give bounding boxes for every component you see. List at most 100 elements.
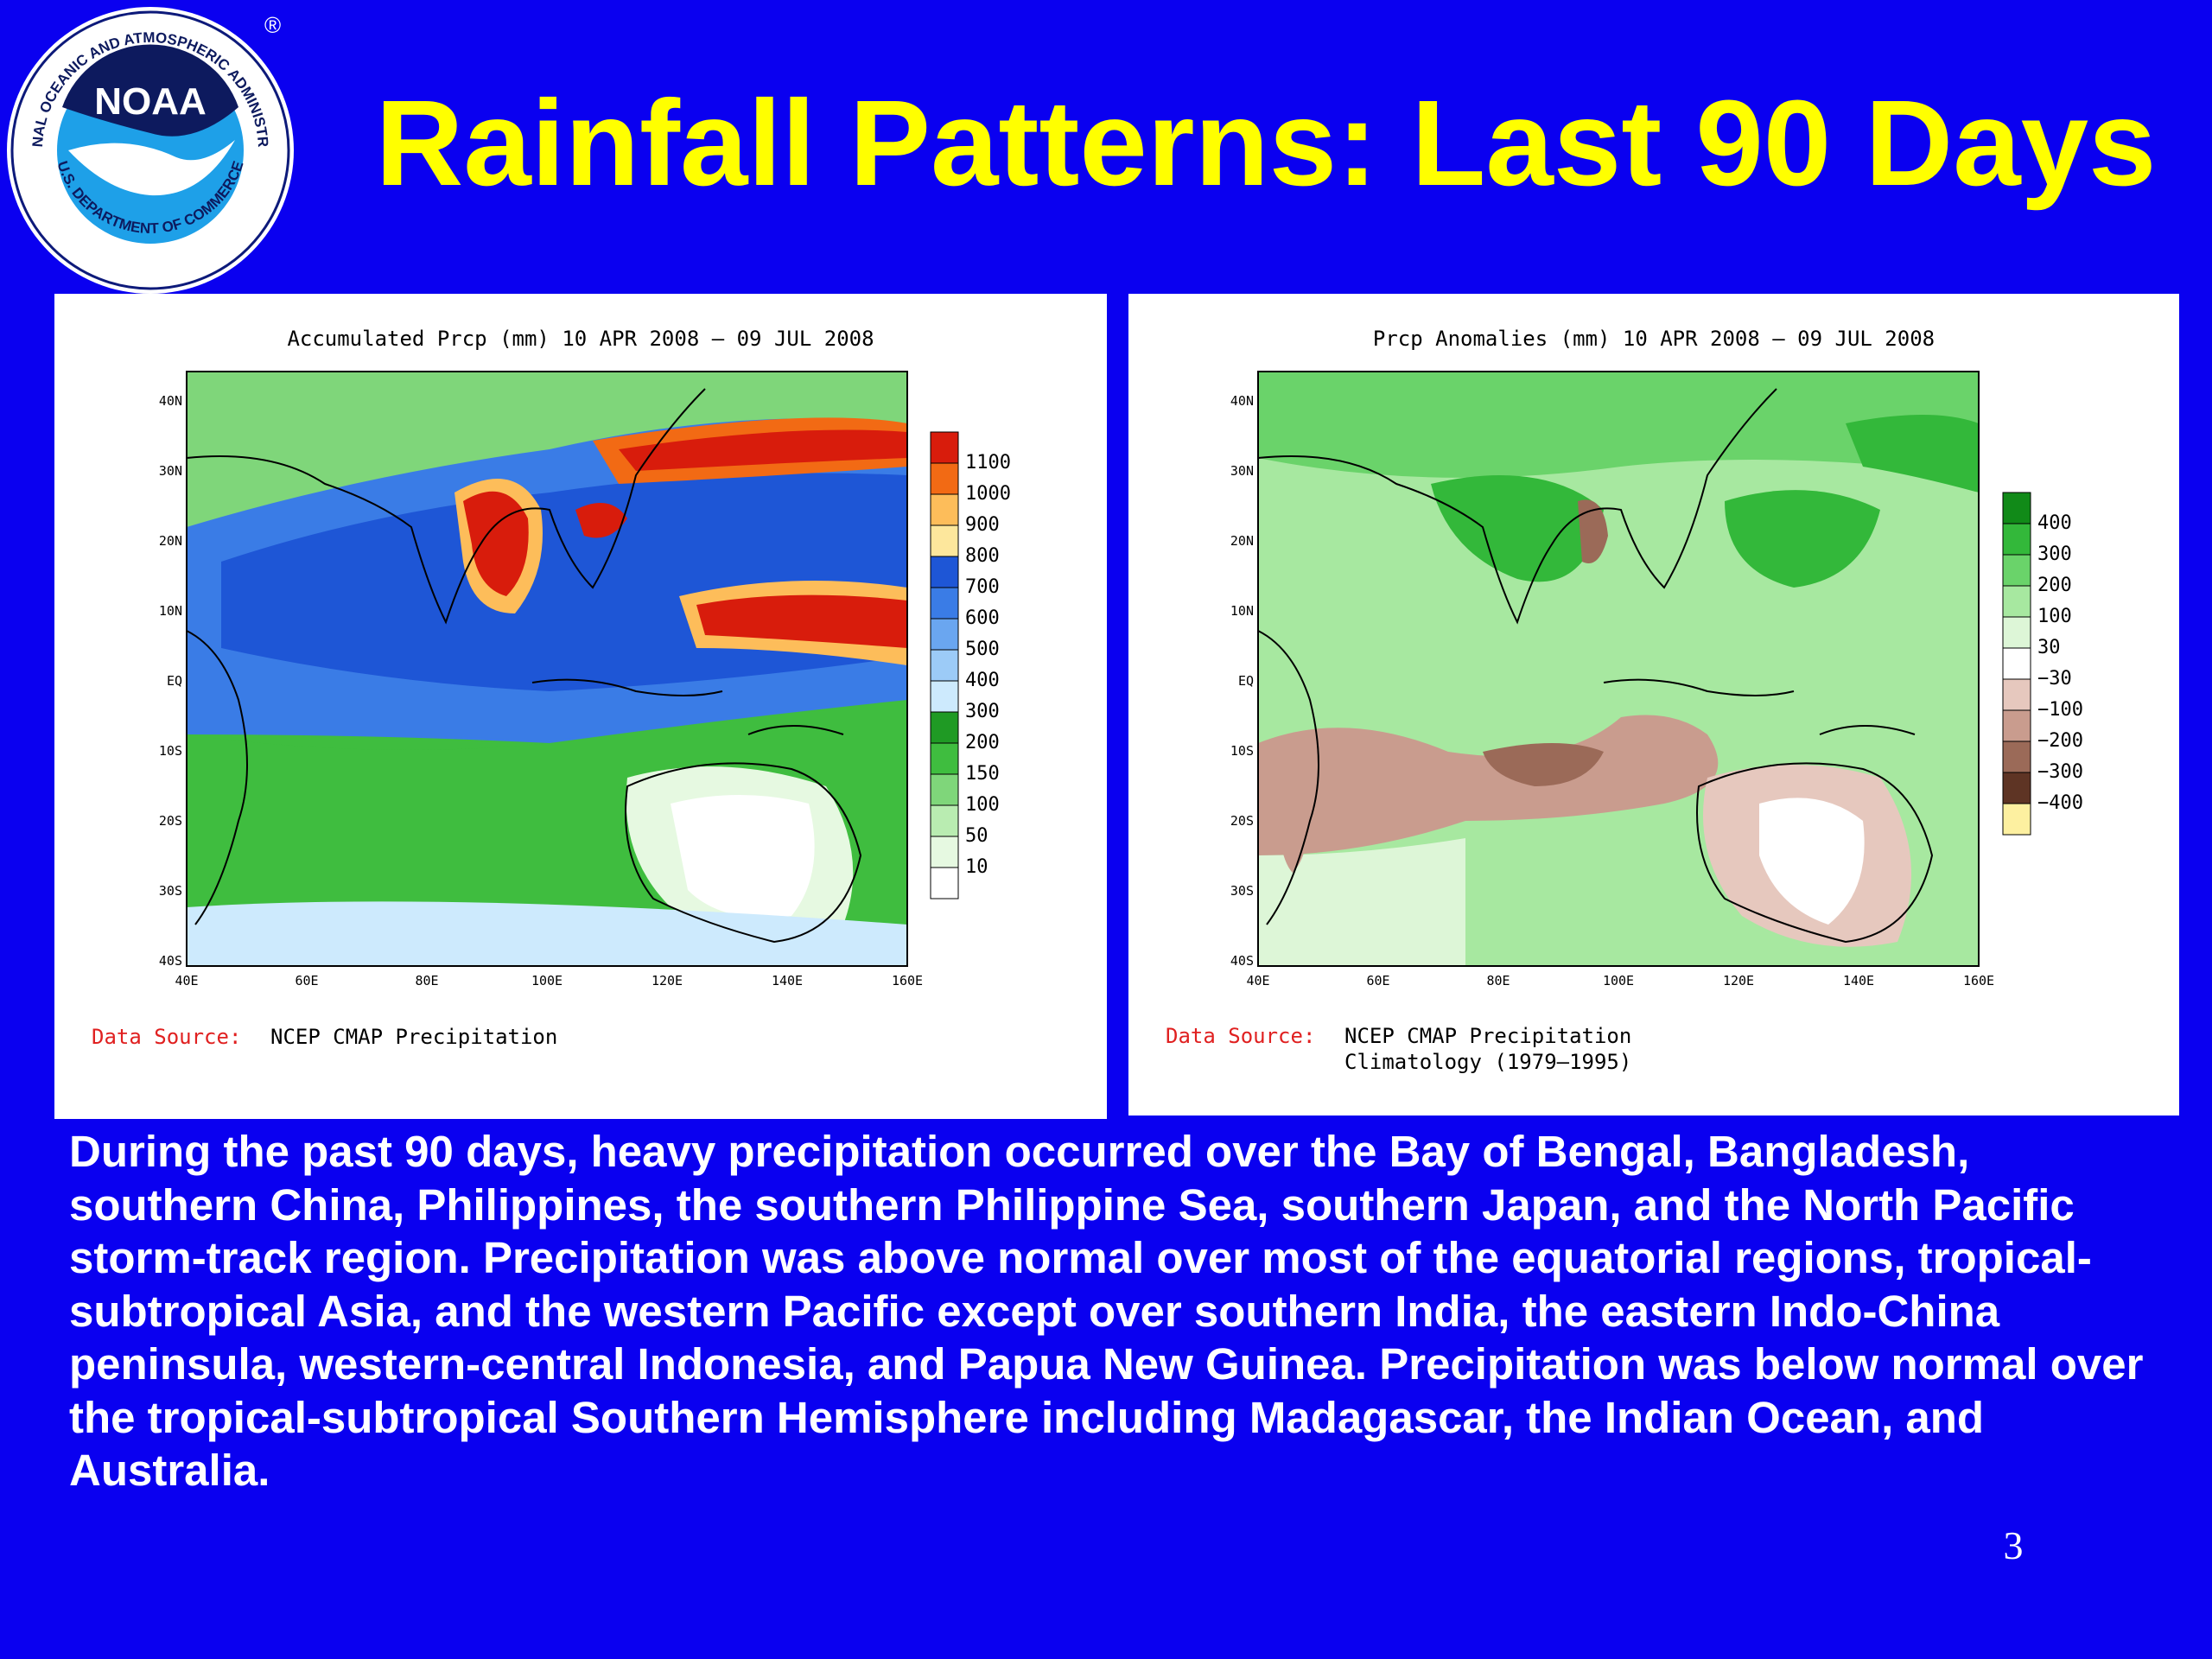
accumulated-precip-map: Accumulated Prcp (mm) 10 APR 2008 – 09 J… (92, 327, 1011, 1049)
legend-swatch (2002, 772, 2031, 804)
legend-swatch (930, 742, 959, 775)
legend-swatch (930, 773, 959, 806)
legend-swatch (2002, 741, 2031, 773)
map-area (186, 371, 908, 967)
lat-axis: 40N 30N 20N 10N EQ 10S 20S 30S 40S (159, 393, 182, 969)
lon-label: 40E (175, 973, 198, 988)
lat-label: 20S (1230, 813, 1254, 829)
lat-label: 40N (1230, 393, 1254, 409)
legend: 400 300 200 100 30 −30 −100 −200 −300 −400 (2002, 492, 2083, 836)
legend-label: −100 (2037, 699, 2083, 721)
coastlines (1257, 388, 1934, 944)
legend-swatch (2002, 523, 2031, 556)
legend-swatch (2002, 585, 2031, 618)
lat-label: 30S (159, 883, 182, 899)
lat-label: 30S (1230, 883, 1254, 899)
legend-swatch (930, 649, 959, 682)
accumulated-precip-map-panel: Accumulated Prcp (mm) 10 APR 2008 – 09 J… (54, 294, 1107, 1119)
legend-swatch (930, 524, 959, 557)
lon-label: 60E (1366, 973, 1389, 988)
page-number: 3 (2003, 1523, 2024, 1567)
lon-axis: 40E 60E 80E 100E 120E 140E 160E (175, 973, 923, 988)
data-source-label: Data Source: (1166, 1024, 1315, 1048)
legend-swatch (2002, 709, 2031, 742)
legend-label: 200 (965, 732, 1000, 753)
legend-label: 300 (965, 701, 1000, 722)
legend-label: −30 (2037, 668, 2072, 690)
lon-label: 80E (415, 973, 438, 988)
lat-label: 20N (1230, 533, 1254, 549)
lat-label: 20N (159, 533, 182, 549)
legend-swatch (930, 587, 959, 620)
lon-label: 100E (1603, 973, 1634, 988)
legend-swatch (2002, 492, 2031, 524)
legend-swatch (930, 680, 959, 713)
data-source-label: Data Source: (92, 1025, 241, 1049)
map-title: Prcp Anomalies (mm) 10 APR 2008 – 09 JUL… (1373, 327, 1935, 351)
logo-center-text: NOAA (94, 80, 207, 123)
legend-label: 100 (965, 794, 1000, 816)
noaa-logo: NOAA NATIONAL OCEANIC AND ATMOSPHERIC AD… (0, 0, 297, 297)
legend-label: 100 (2037, 606, 2072, 627)
lat-label: 10N (1230, 603, 1254, 619)
legend-swatch (930, 711, 959, 744)
legend-label: 200 (2037, 575, 2072, 596)
legend: 1100 1000 900 800 700 600 500 400 300 200 150 100 50… (930, 431, 1011, 899)
lon-label: 140E (772, 973, 803, 988)
noaa-emblem-icon: NOAA NATIONAL OCEANIC AND ATMOSPHERIC AD… (0, 0, 294, 294)
legend-label: 900 (965, 514, 1000, 536)
data-source-value: NCEP CMAP Precipitation (270, 1025, 557, 1049)
legend-label: 150 (965, 763, 1000, 785)
lon-label: 160E (1963, 973, 1994, 988)
legend-label: −400 (2037, 792, 2083, 814)
legend-label: 50 (965, 825, 988, 847)
legend-swatch (930, 618, 959, 651)
legend-swatch (930, 493, 959, 526)
legend-swatch (930, 867, 959, 899)
lat-label: EQ (1238, 673, 1254, 689)
lat-label: 10S (1230, 743, 1254, 759)
legend-label: −200 (2037, 730, 2083, 752)
legend-label: 30 (2037, 637, 2061, 658)
legend-swatch (2002, 803, 2031, 836)
lon-label: 80E (1486, 973, 1510, 988)
legend-label: 1100 (965, 452, 1011, 474)
lat-label: 10S (159, 743, 182, 759)
map-area (1257, 371, 1980, 967)
data-source-value-2: Climatology (1979–1995) (1344, 1050, 1631, 1074)
legend-swatch (930, 431, 959, 464)
lon-label: 100E (531, 973, 563, 988)
data-source-value: NCEP CMAP Precipitation (1344, 1024, 1631, 1048)
lat-label: 30N (159, 463, 182, 479)
lat-label: EQ (167, 673, 182, 689)
lon-axis: 40E 60E 80E 100E 120E 140E 160E (1246, 973, 1994, 988)
legend-label: 600 (965, 607, 1000, 629)
lon-label: 160E (892, 973, 923, 988)
precip-anomaly-map-panel: Prcp Anomalies (mm) 10 APR 2008 – 09 JUL… (1128, 294, 2179, 1116)
map-title: Accumulated Prcp (mm) 10 APR 2008 – 09 J… (287, 327, 874, 351)
lon-label: 40E (1246, 973, 1269, 988)
lat-axis: 40N 30N 20N 10N EQ 10S 20S 30S 40S (1230, 393, 1254, 969)
legend-swatch (930, 556, 959, 588)
legend-label: 400 (2037, 512, 2072, 534)
legend-label: −300 (2037, 761, 2083, 783)
legend-label: 10 (965, 856, 988, 878)
lat-label: 20S (159, 813, 182, 829)
lon-label: 120E (1723, 973, 1754, 988)
lat-label: 30N (1230, 463, 1254, 479)
lon-label: 60E (295, 973, 318, 988)
legend-swatch (930, 462, 959, 495)
legend-swatch (930, 804, 959, 837)
legend-swatch (2002, 616, 2031, 649)
precip-anomaly-map: Prcp Anomalies (mm) 10 APR 2008 – 09 JUL… (1166, 327, 2083, 1074)
lat-label: 40S (159, 953, 182, 969)
legend-label: 1000 (965, 483, 1011, 505)
legend-label: 500 (965, 639, 1000, 660)
legend-label: 400 (965, 670, 1000, 691)
legend-swatch (930, 836, 959, 868)
legend-label: 700 (965, 576, 1000, 598)
legend-swatch (2002, 647, 2031, 680)
registered-mark: ® (264, 12, 281, 38)
lat-label: 40N (159, 393, 182, 409)
legend-swatch (2002, 554, 2031, 587)
